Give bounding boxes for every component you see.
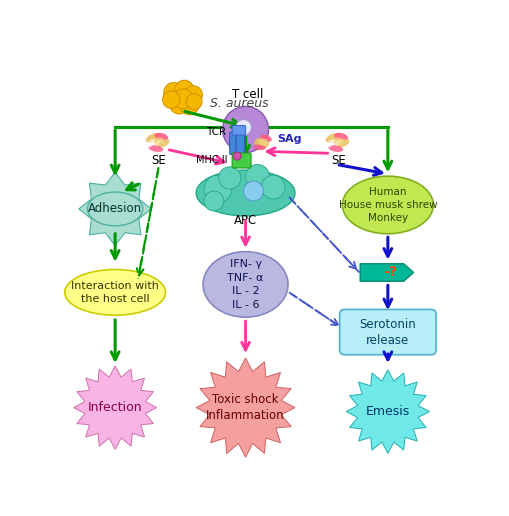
Ellipse shape (154, 133, 168, 140)
Ellipse shape (342, 176, 433, 234)
Circle shape (163, 83, 183, 103)
Text: Serotonin
release: Serotonin release (359, 317, 415, 347)
Ellipse shape (88, 192, 143, 226)
Circle shape (222, 106, 268, 153)
Ellipse shape (148, 145, 163, 152)
Text: Emesis: Emesis (365, 405, 409, 418)
Ellipse shape (152, 137, 164, 146)
Circle shape (186, 94, 202, 109)
Circle shape (233, 152, 241, 160)
Ellipse shape (259, 141, 269, 149)
Text: S. aureus: S. aureus (210, 97, 268, 110)
Ellipse shape (326, 139, 334, 148)
Ellipse shape (332, 137, 344, 146)
FancyBboxPatch shape (236, 132, 244, 154)
Circle shape (175, 80, 193, 99)
Ellipse shape (65, 269, 165, 315)
Circle shape (184, 86, 202, 104)
Ellipse shape (337, 139, 349, 148)
FancyBboxPatch shape (232, 153, 250, 168)
Ellipse shape (196, 170, 294, 216)
Circle shape (243, 181, 263, 201)
Circle shape (261, 175, 285, 199)
Text: MHC II: MHC II (196, 155, 228, 166)
Text: Toxic shock
Inflammation: Toxic shock Inflammation (206, 393, 285, 422)
Ellipse shape (158, 139, 169, 148)
Text: TCR: TCR (205, 127, 225, 137)
Ellipse shape (325, 133, 340, 143)
Polygon shape (73, 366, 156, 449)
Text: Human
House musk shrew
Monkey: Human House musk shrew Monkey (338, 187, 436, 223)
Ellipse shape (258, 139, 268, 146)
Circle shape (245, 165, 269, 188)
Polygon shape (78, 172, 151, 246)
Text: APC: APC (234, 214, 257, 228)
Circle shape (173, 89, 192, 109)
Text: Infection: Infection (88, 401, 142, 414)
Ellipse shape (328, 145, 343, 152)
Polygon shape (196, 358, 294, 457)
Ellipse shape (203, 252, 288, 317)
Text: Interaction with
the host cell: Interaction with the host cell (71, 281, 159, 304)
Polygon shape (359, 264, 413, 281)
Circle shape (204, 191, 223, 211)
Text: IFN- γ
TNF- α
IL - 2
IL - 6: IFN- γ TNF- α IL - 2 IL - 6 (227, 259, 263, 310)
Ellipse shape (260, 135, 271, 142)
Text: SE: SE (330, 154, 345, 167)
Text: -?: -? (382, 266, 396, 280)
Text: SE: SE (151, 154, 165, 167)
Ellipse shape (147, 139, 154, 148)
FancyBboxPatch shape (232, 125, 245, 135)
Ellipse shape (253, 137, 268, 146)
FancyBboxPatch shape (229, 132, 238, 154)
Circle shape (218, 167, 240, 189)
Text: T cell: T cell (232, 88, 263, 101)
Circle shape (162, 91, 180, 108)
Circle shape (180, 96, 198, 115)
FancyBboxPatch shape (339, 310, 435, 354)
Text: SAg: SAg (277, 134, 301, 144)
Circle shape (204, 175, 231, 203)
Polygon shape (346, 370, 429, 453)
Text: Adhesion: Adhesion (88, 202, 142, 215)
Ellipse shape (333, 133, 348, 140)
Ellipse shape (252, 144, 265, 150)
Circle shape (235, 120, 251, 135)
Ellipse shape (146, 133, 161, 143)
Circle shape (169, 95, 188, 114)
